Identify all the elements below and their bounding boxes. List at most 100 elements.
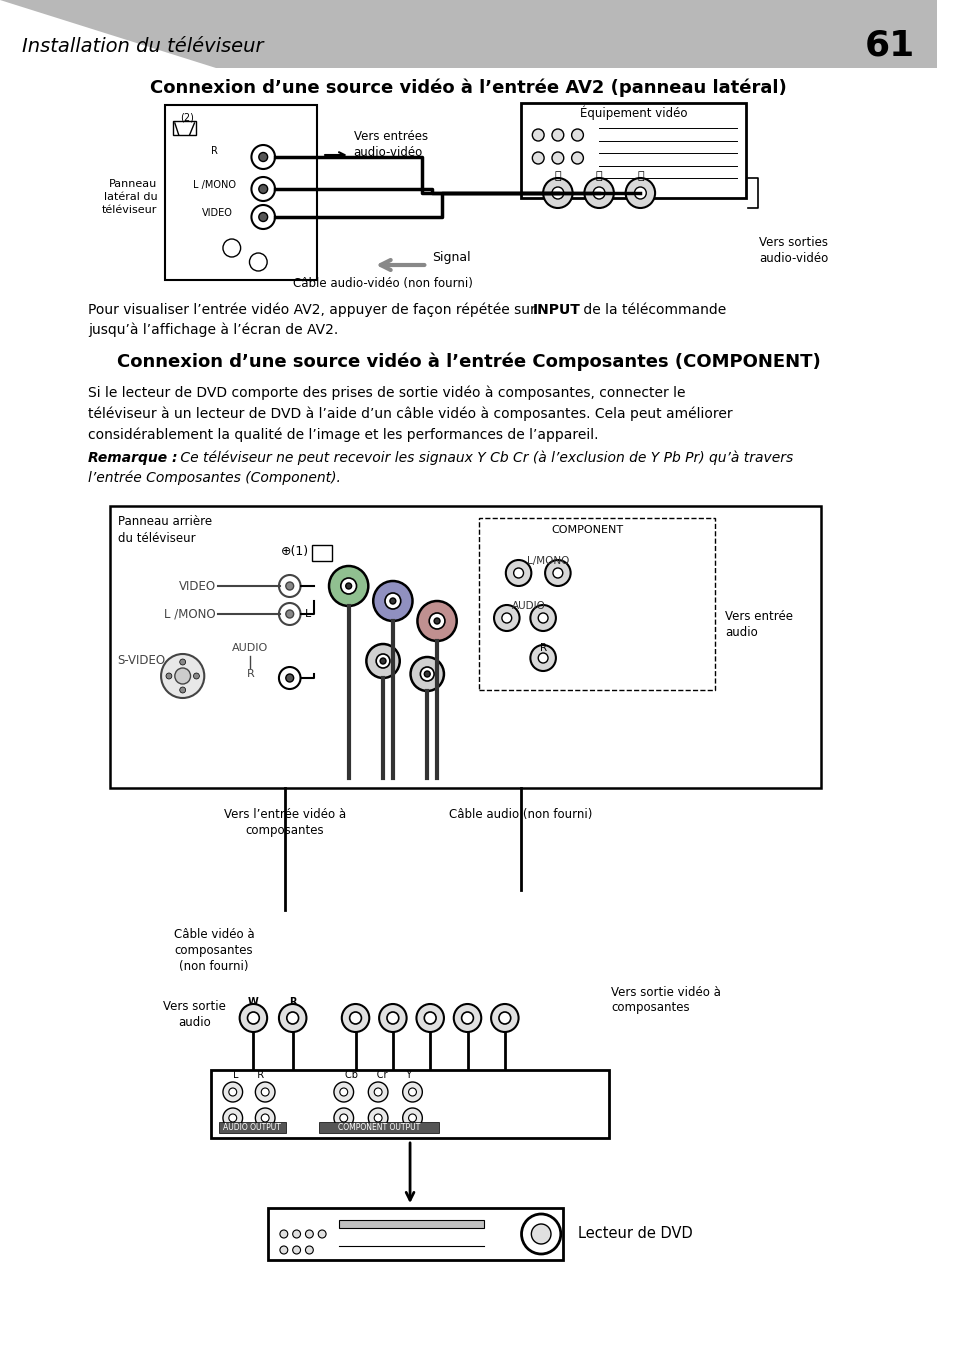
Text: Vers l’entrée vidéo à
composantes: Vers l’entrée vidéo à composantes [224, 808, 346, 837]
Circle shape [334, 1082, 354, 1102]
Circle shape [345, 583, 352, 589]
Circle shape [410, 657, 443, 691]
FancyBboxPatch shape [338, 1220, 484, 1228]
Text: Lecteur de DVD: Lecteur de DVD [578, 1226, 693, 1241]
Circle shape [584, 178, 613, 208]
Circle shape [286, 610, 294, 618]
Circle shape [341, 1005, 369, 1032]
Circle shape [494, 604, 519, 631]
Circle shape [408, 1114, 416, 1122]
Circle shape [571, 128, 583, 141]
Circle shape [223, 1082, 242, 1102]
Circle shape [387, 1013, 398, 1023]
Circle shape [258, 153, 268, 161]
Text: l’entrée Composantes (Component).: l’entrée Composantes (Component). [89, 470, 341, 485]
Circle shape [498, 1013, 510, 1023]
Circle shape [279, 1230, 288, 1238]
FancyBboxPatch shape [110, 506, 821, 788]
Circle shape [339, 1088, 347, 1096]
Text: Ⓦ: Ⓦ [596, 170, 601, 181]
Circle shape [461, 1013, 473, 1023]
Circle shape [375, 654, 390, 668]
Text: L /MONO: L /MONO [164, 607, 215, 621]
Text: L /MONO: L /MONO [193, 180, 235, 191]
Polygon shape [0, 0, 936, 68]
Text: L/MONO: L/MONO [526, 556, 569, 566]
Text: Vers sortie vidéo à
composantes: Vers sortie vidéo à composantes [610, 986, 720, 1014]
Text: R: R [211, 146, 217, 155]
Circle shape [542, 178, 572, 208]
Circle shape [179, 687, 186, 694]
Text: de la télécommande: de la télécommande [578, 303, 726, 316]
Circle shape [258, 212, 268, 222]
Circle shape [229, 1114, 236, 1122]
Text: R: R [246, 669, 254, 679]
Circle shape [305, 1230, 313, 1238]
Text: Câble audio-vidéo (non fourni): Câble audio-vidéo (non fourni) [293, 277, 473, 289]
Circle shape [385, 594, 400, 608]
Circle shape [286, 675, 294, 681]
Circle shape [530, 604, 556, 631]
Circle shape [501, 612, 511, 623]
Text: Câble audio (non fourni): Câble audio (non fourni) [449, 808, 592, 821]
Circle shape [161, 654, 204, 698]
FancyBboxPatch shape [172, 120, 196, 135]
Circle shape [278, 667, 300, 690]
Circle shape [491, 1005, 518, 1032]
Text: Connexion d’une source vidéo à l’entrée Composantes (COMPONENT): Connexion d’une source vidéo à l’entrée … [116, 353, 820, 372]
Circle shape [402, 1109, 422, 1128]
Circle shape [318, 1230, 326, 1238]
Circle shape [278, 575, 300, 598]
Circle shape [305, 1247, 313, 1255]
Text: Connexion d’une source vidéo à l’entrée AV2 (panneau latéral): Connexion d’une source vidéo à l’entrée … [150, 78, 786, 97]
Circle shape [416, 1005, 443, 1032]
Circle shape [223, 1109, 242, 1128]
Circle shape [408, 1088, 416, 1096]
Circle shape [537, 612, 547, 623]
Circle shape [454, 1005, 480, 1032]
Circle shape [374, 1088, 381, 1096]
Circle shape [532, 128, 543, 141]
Text: Si le lecteur de DVD comporte des prises de sortie vidéo à composantes, connecte: Si le lecteur de DVD comporte des prises… [89, 385, 685, 400]
Circle shape [252, 145, 274, 169]
Text: Signal: Signal [432, 250, 470, 264]
Circle shape [378, 1005, 406, 1032]
Circle shape [279, 1247, 288, 1255]
Circle shape [552, 151, 563, 164]
Text: Câble vidéo à
composantes
(non fourni): Câble vidéo à composantes (non fourni) [173, 927, 254, 973]
Circle shape [553, 568, 562, 579]
Circle shape [166, 673, 172, 679]
FancyBboxPatch shape [319, 1122, 438, 1133]
Text: Vers entrées
audio-vidéo: Vers entrées audio-vidéo [354, 131, 427, 160]
Text: Cb      Cr      Y: Cb Cr Y [344, 1069, 412, 1080]
Circle shape [373, 581, 412, 621]
Circle shape [513, 568, 523, 579]
Text: Remarque :: Remarque : [89, 452, 177, 465]
Circle shape [239, 1005, 267, 1032]
Circle shape [334, 1109, 354, 1128]
Circle shape [390, 598, 395, 604]
Circle shape [278, 603, 300, 625]
Circle shape [287, 1013, 298, 1023]
Circle shape [278, 1005, 306, 1032]
Circle shape [258, 184, 268, 193]
Circle shape [537, 653, 547, 662]
FancyBboxPatch shape [268, 1207, 562, 1260]
Circle shape [252, 206, 274, 228]
Circle shape [286, 581, 294, 589]
Text: Ⓨ: Ⓨ [637, 170, 643, 181]
Circle shape [634, 187, 645, 199]
Circle shape [420, 667, 434, 681]
Circle shape [552, 187, 563, 199]
Text: Pour visualiser l’entrée vidéo AV2, appuyer de façon répétée sur: Pour visualiser l’entrée vidéo AV2, appu… [89, 303, 540, 318]
Circle shape [255, 1109, 274, 1128]
Circle shape [366, 644, 399, 677]
Text: R: R [539, 644, 546, 653]
Text: Installation du téléviseur: Installation du téléviseur [22, 37, 263, 55]
Text: téléviseur à un lecteur de DVD à l’aide d’un câble vidéo à composantes. Cela peu: téléviseur à un lecteur de DVD à l’aide … [89, 407, 732, 422]
Circle shape [261, 1088, 269, 1096]
Circle shape [293, 1247, 300, 1255]
FancyBboxPatch shape [165, 105, 317, 280]
FancyBboxPatch shape [520, 103, 745, 197]
Text: Vers entrée
audio: Vers entrée audio [724, 610, 792, 638]
